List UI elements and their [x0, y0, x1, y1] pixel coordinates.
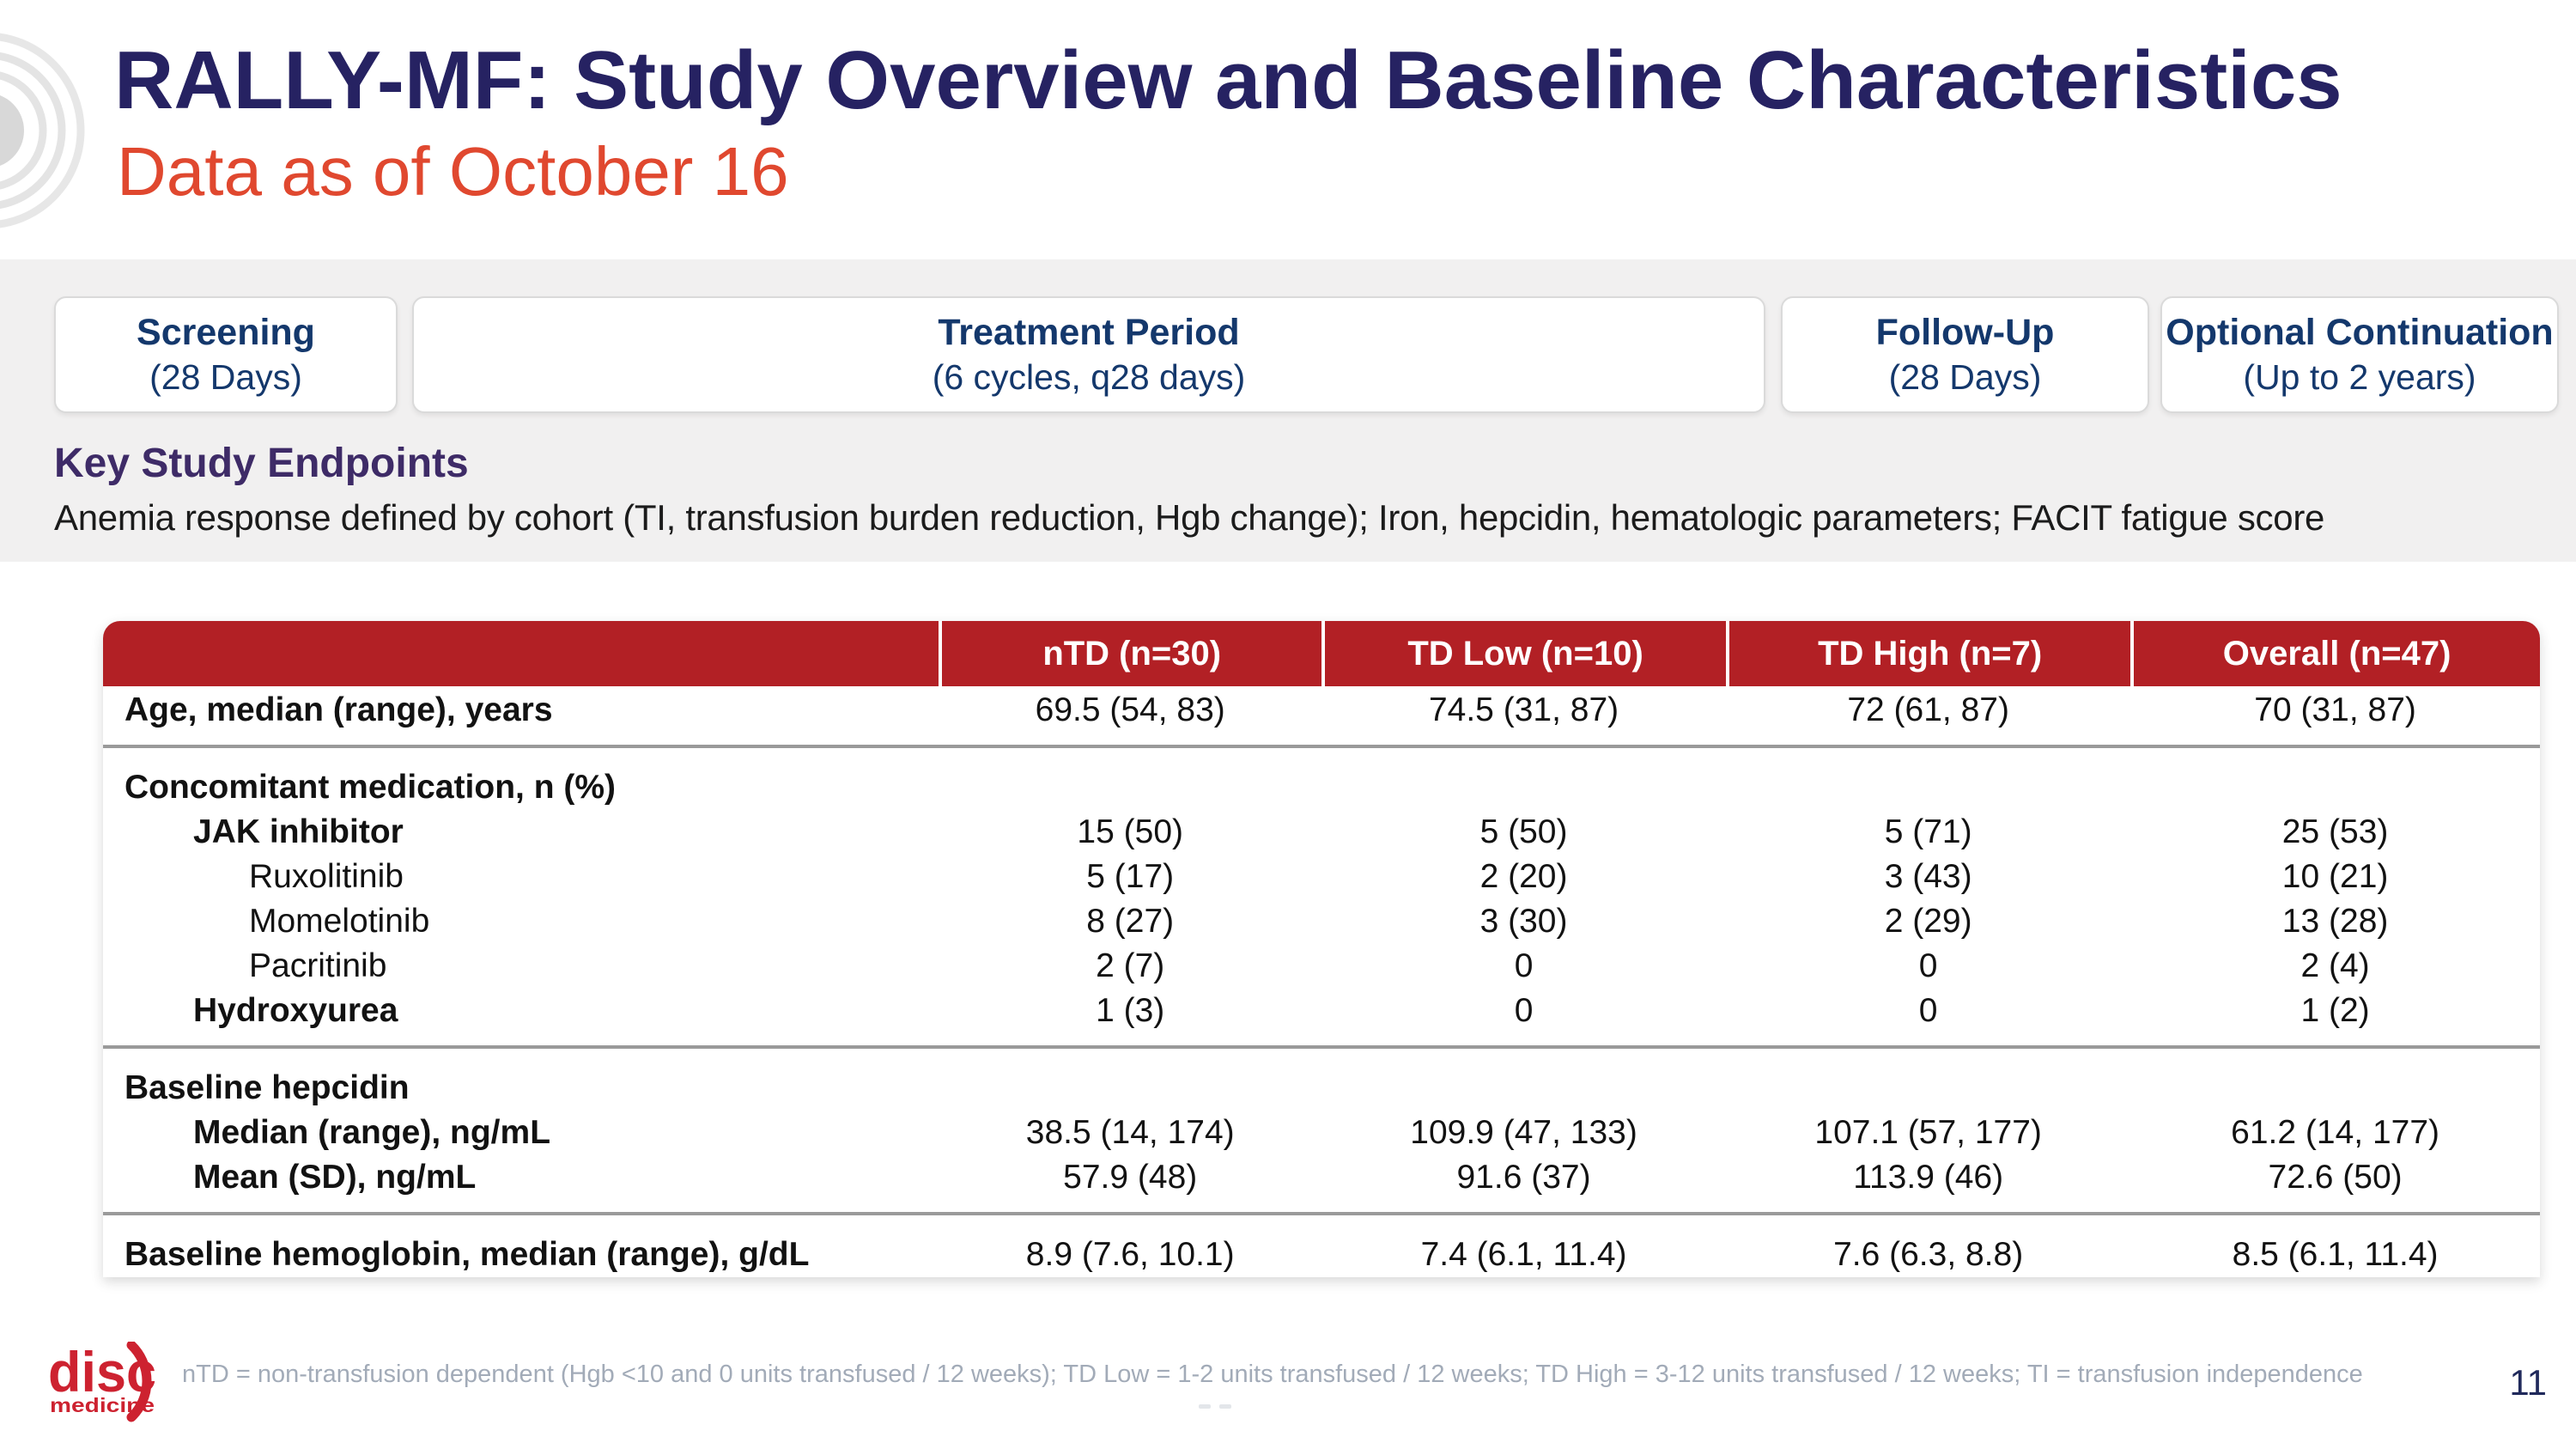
row-value: 2 (7)	[939, 944, 1321, 989]
row-value: 8.9 (7.6, 10.1)	[939, 1212, 1321, 1277]
row-value: 7.4 (6.1, 11.4)	[1321, 1212, 1727, 1277]
row-value: 70 (31, 87)	[2130, 686, 2540, 745]
table-row: Median (range), ng/mL 38.5 (14, 174) 109.9…	[103, 1111, 2540, 1155]
phase-detail: (6 cycles, q28 days)	[932, 357, 1246, 398]
table-row: Momelotinib 8 (27) 3 (30) 2 (29) 13 (28)	[103, 899, 2540, 944]
table-row: JAK inhibitor 15 (50) 5 (50) 5 (71) 25 (53)	[103, 810, 2540, 855]
endpoints-heading: Key Study Endpoints	[54, 441, 469, 486]
faint-dots-artifact	[1199, 1397, 1240, 1413]
table-row: Pacritinib 2 (7) 0 0 2 (4)	[103, 944, 2540, 989]
row-value: 1 (3)	[939, 989, 1321, 1045]
page-title: RALLY-MF: Study Overview and Baseline Ch…	[114, 34, 2342, 126]
row-value: 107.1 (57, 177)	[1726, 1111, 2131, 1155]
row-value: 15 (50)	[939, 810, 1321, 855]
table-header-row: nTD (n=30) TD Low (n=10) TD High (n=7) O…	[103, 621, 2540, 686]
row-value: 5 (50)	[1321, 810, 1727, 855]
row-value: 113.9 (46)	[1726, 1155, 2131, 1212]
phase-title: Treatment Period	[938, 311, 1240, 353]
timeline-phase-treatment: Treatment Period (6 cycles, q28 days)	[412, 296, 1765, 413]
table-row: Baseline hemoglobin, median (range), g/d…	[103, 1212, 2540, 1277]
phase-title: Follow-Up	[1875, 311, 2055, 353]
row-value: 72 (61, 87)	[1726, 686, 2131, 745]
row-label: Baseline hepcidin	[103, 1045, 939, 1111]
footnote-abbreviations: nTD = non-transfusion dependent (Hgb <10…	[182, 1361, 2363, 1388]
row-value: 69.5 (54, 83)	[939, 686, 1321, 745]
row-value: 91.6 (37)	[1321, 1155, 1727, 1212]
column-header-td-low: TD Low (n=10)	[1321, 621, 1727, 686]
endpoints-description: Anemia response defined by cohort (TI, t…	[54, 497, 2325, 538]
column-header-empty	[103, 621, 939, 686]
disc-medicine-logo: disc medicine	[48, 1342, 156, 1422]
row-value: 1 (2)	[2130, 989, 2540, 1045]
page-number: 11	[2509, 1362, 2547, 1403]
phase-detail: (Up to 2 years)	[2243, 357, 2476, 398]
table-row: Mean (SD), ng/mL 57.9 (48) 91.6 (37) 113.9 …	[103, 1155, 2540, 1212]
row-value: 57.9 (48)	[939, 1155, 1321, 1212]
row-label: JAK inhibitor	[103, 810, 939, 855]
row-value: 0	[1726, 989, 2131, 1045]
row-value: 109.9 (47, 133)	[1321, 1111, 1727, 1155]
timeline-phase-continuation: Optional Continuation (Up to 2 years)	[2160, 296, 2559, 413]
row-value: 0	[1726, 944, 2131, 989]
logo-subtext: medicine	[50, 1394, 155, 1416]
table-row: Baseline hepcidin	[103, 1045, 2540, 1111]
table-row: Age, median (range), years 69.5 (54, 83) 7…	[103, 686, 2540, 745]
row-value	[1321, 1045, 1727, 1111]
row-label: Pacritinib	[103, 944, 939, 989]
row-label: Baseline hemoglobin, median (range), g/d…	[103, 1212, 939, 1277]
row-value: 8.5 (6.1, 11.4)	[2130, 1212, 2540, 1277]
row-label: Age, median (range), years	[103, 686, 939, 745]
row-value	[939, 1045, 1321, 1111]
row-label: Hydroxyurea	[103, 989, 939, 1045]
row-value	[1726, 745, 2131, 810]
baseline-characteristics-table: nTD (n=30) TD Low (n=10) TD High (n=7) O…	[103, 621, 2540, 1277]
row-value: 5 (71)	[1726, 810, 2131, 855]
row-value: 3 (43)	[1726, 855, 2131, 899]
timeline-phase-followup: Follow-Up (28 Days)	[1781, 296, 2149, 413]
row-value: 2 (20)	[1321, 855, 1727, 899]
row-value: 10 (21)	[2130, 855, 2540, 899]
row-value: 38.5 (14, 174)	[939, 1111, 1321, 1155]
row-value: 2 (29)	[1726, 899, 2131, 944]
row-value	[2130, 745, 2540, 810]
row-value: 25 (53)	[2130, 810, 2540, 855]
row-value: 0	[1321, 944, 1727, 989]
table-header: nTD (n=30) TD Low (n=10) TD High (n=7) O…	[103, 621, 2540, 686]
phase-detail: (28 Days)	[149, 357, 302, 398]
row-value: 74.5 (31, 87)	[1321, 686, 1727, 745]
column-header-overall: Overall (n=47)	[2130, 621, 2540, 686]
row-label: Concomitant medication, n (%)	[103, 745, 939, 810]
column-header-ntd: nTD (n=30)	[939, 621, 1321, 686]
timeline-phase-screening: Screening (28 Days)	[54, 296, 398, 413]
row-value	[1321, 745, 1727, 810]
row-label: Median (range), ng/mL	[103, 1111, 939, 1155]
row-label: Ruxolitinib	[103, 855, 939, 899]
table-row: Hydroxyurea 1 (3) 0 0 1 (2)	[103, 989, 2540, 1045]
row-label: Mean (SD), ng/mL	[103, 1155, 939, 1212]
row-value: 7.6 (6.3, 8.8)	[1726, 1212, 2131, 1277]
table-row: Ruxolitinib 5 (17) 2 (20) 3 (43) 10 (21)	[103, 855, 2540, 899]
row-value: 61.2 (14, 177)	[2130, 1111, 2540, 1155]
row-value: 72.6 (50)	[2130, 1155, 2540, 1212]
page-subtitle: Data as of October 16	[117, 133, 789, 210]
logo-arc-icon	[126, 1342, 152, 1422]
table-body: Age, median (range), years 69.5 (54, 83) 7…	[103, 686, 2540, 1277]
row-value	[1726, 1045, 2131, 1111]
row-value	[2130, 1045, 2540, 1111]
row-value: 5 (17)	[939, 855, 1321, 899]
row-value: 8 (27)	[939, 899, 1321, 944]
row-value: 2 (4)	[2130, 944, 2540, 989]
row-value: 0	[1321, 989, 1727, 1045]
row-value: 3 (30)	[1321, 899, 1727, 944]
row-value: 13 (28)	[2130, 899, 2540, 944]
phase-title: Optional Continuation	[2166, 311, 2554, 353]
rings-watermark-icon	[0, 33, 85, 228]
phase-detail: (28 Days)	[1888, 357, 2042, 398]
table-row: Concomitant medication, n (%)	[103, 745, 2540, 810]
row-value	[939, 745, 1321, 810]
phase-title: Screening	[137, 311, 315, 353]
row-label: Momelotinib	[103, 899, 939, 944]
column-header-td-high: TD High (n=7)	[1726, 621, 2131, 686]
